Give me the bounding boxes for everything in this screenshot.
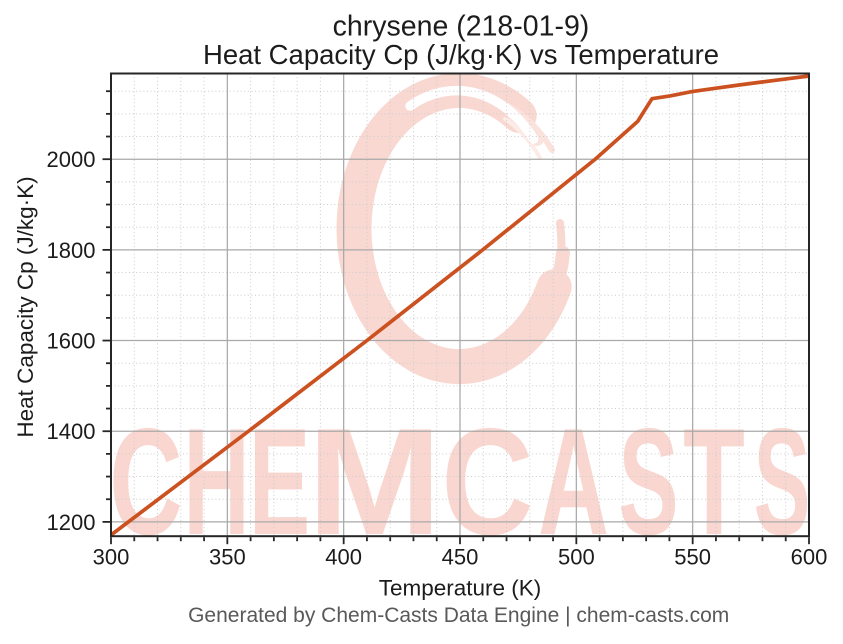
svg-text:300: 300 — [93, 545, 130, 570]
svg-text:Generated by Chem-Casts Data E: Generated by Chem-Casts Data Engine | ch… — [188, 604, 729, 627]
svg-text:C: C — [109, 398, 182, 567]
svg-text:Temperature (K): Temperature (K) — [379, 575, 542, 600]
svg-text:450: 450 — [442, 545, 479, 570]
svg-text:C: C — [441, 396, 533, 566]
svg-text:600: 600 — [791, 545, 828, 570]
svg-text:S: S — [754, 397, 811, 567]
svg-text:550: 550 — [674, 545, 711, 570]
svg-text:2000: 2000 — [47, 147, 96, 172]
svg-text:Heat Capacity Cp (J/kg·K): Heat Capacity Cp (J/kg·K) — [13, 176, 38, 437]
svg-text:1400: 1400 — [47, 419, 96, 444]
svg-text:chrysene (218-01-9): chrysene (218-01-9) — [333, 11, 590, 43]
svg-text:400: 400 — [325, 545, 362, 570]
svg-text:1200: 1200 — [47, 510, 96, 535]
svg-text:M: M — [307, 397, 441, 567]
svg-text:Heat Capacity Cp (J/kg·K) vs T: Heat Capacity Cp (J/kg·K) vs Temperature — [203, 39, 719, 70]
svg-text:1600: 1600 — [47, 329, 96, 354]
svg-text:A: A — [538, 398, 609, 568]
svg-text:1800: 1800 — [47, 238, 96, 263]
svg-text:350: 350 — [209, 545, 246, 570]
svg-text:500: 500 — [558, 545, 595, 570]
svg-text:H: H — [183, 396, 249, 567]
